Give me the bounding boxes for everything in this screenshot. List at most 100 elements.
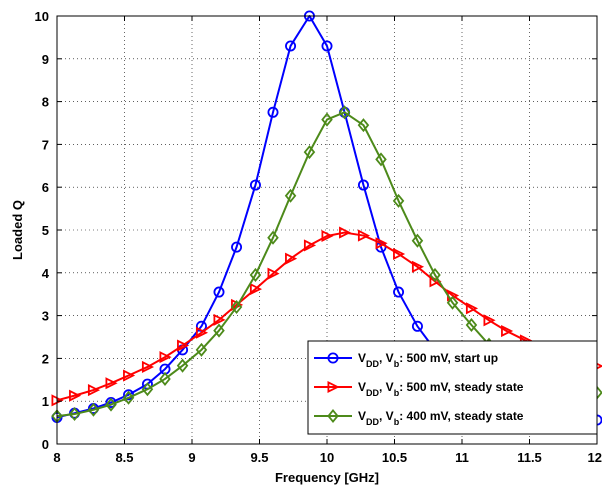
data-point-triangle (123, 369, 136, 382)
data-point-diamond (87, 402, 100, 417)
data-point-diamond (159, 371, 171, 386)
legend-subscript: b (394, 388, 400, 398)
data-point-diamond (446, 295, 459, 310)
data-point-diamond (327, 408, 339, 424)
data-point-diamond (122, 390, 135, 405)
legend-item: VDD, Vb: 400 mV, steady state (314, 408, 524, 427)
data-point-triangle (69, 389, 82, 402)
data-point-circle (357, 179, 369, 191)
y-tick-label: 0 (42, 437, 49, 452)
data-point-triangle (105, 377, 118, 390)
data-point-diamond (267, 230, 279, 245)
data-point-diamond (68, 407, 81, 422)
legend-text: , V (379, 380, 394, 394)
x-tick-label: 8 (53, 450, 60, 465)
data-point-diamond (411, 233, 424, 248)
data-point-triangle (249, 283, 263, 296)
data-point-circle (231, 241, 243, 253)
legend-item: VDD, Vb: 500 mV, steady state (314, 380, 524, 398)
legend-text: : 500 mV, start up (399, 351, 498, 365)
data-point-triangle (195, 326, 209, 339)
legend-subscript: b (394, 359, 400, 369)
data-point-circle (393, 286, 405, 298)
data-point-triangle (411, 260, 425, 273)
data-point-triangle (321, 229, 334, 243)
y-tick-label: 3 (42, 309, 49, 324)
data-point-triangle (213, 313, 226, 326)
data-point-triangle (357, 229, 371, 242)
data-point-triangle (87, 384, 101, 397)
legend-text: : 400 mV, steady state (399, 409, 524, 423)
data-point-diamond (429, 267, 441, 282)
data-point-diamond (105, 397, 117, 412)
data-point-circle (285, 40, 297, 52)
legend-subscript: DD (366, 359, 379, 369)
data-point-circle (267, 106, 279, 118)
data-point-triangle (465, 302, 479, 315)
legend-label: VDD, Vb: 500 mV, start up (358, 351, 498, 369)
x-tick-label: 11.5 (517, 450, 542, 465)
x-tick-label: 10 (320, 450, 334, 465)
data-point-triangle (327, 380, 340, 394)
data-point-diamond (357, 118, 370, 133)
data-point-diamond (303, 145, 316, 160)
y-tick-label: 1 (42, 394, 49, 409)
legend-text: V (358, 380, 366, 394)
data-point-triangle (339, 226, 352, 239)
y-axis-label: Loaded Q (10, 200, 25, 260)
data-point-triangle (429, 275, 442, 288)
series-line (56, 231, 598, 402)
y-tick-label: 8 (42, 95, 49, 110)
data-point-circle (213, 286, 225, 298)
legend-text: V (358, 409, 366, 423)
data-point-diamond (284, 188, 297, 203)
legend-box (307, 340, 598, 435)
data-point-triangle (159, 351, 172, 364)
y-tick-label: 9 (42, 52, 49, 67)
data-point-circle (327, 352, 339, 364)
data-point-triangle (141, 360, 155, 374)
legend-text: , V (379, 409, 394, 423)
data-point-diamond (375, 152, 387, 167)
legend-text: V (358, 351, 366, 365)
y-tick-label: 10 (35, 9, 49, 24)
data-point-diamond (321, 112, 333, 127)
legend-text: : 500 mV, steady state (399, 380, 524, 394)
x-tick-label: 9.5 (250, 450, 268, 465)
data-point-triangle (483, 314, 496, 327)
y-tick-label: 2 (42, 351, 49, 366)
x-tick-label: 8.5 (115, 450, 133, 465)
data-point-triangle (177, 339, 190, 352)
y-tick-label: 7 (42, 137, 49, 152)
data-point-diamond (176, 358, 189, 373)
data-point-diamond (141, 382, 154, 397)
data-point-diamond (249, 267, 262, 282)
legend-subscript: DD (366, 388, 379, 398)
data-point-triangle (285, 252, 298, 265)
data-point-triangle (267, 267, 280, 280)
y-tick-label: 5 (42, 223, 49, 238)
x-tick-label: 10.5 (382, 450, 407, 465)
legend-subscript: DD (366, 417, 379, 427)
x-tick-label: 12 (588, 450, 602, 465)
y-tick-label: 4 (42, 266, 50, 281)
x-tick-label: 11 (455, 450, 469, 465)
x-tick-label: 9 (188, 450, 195, 465)
x-axis-label: Frequency [GHz] (275, 470, 379, 485)
data-point-circle (249, 179, 261, 191)
legend-text: , V (379, 351, 394, 365)
data-point-diamond (213, 323, 225, 338)
data-point-triangle (501, 324, 514, 338)
legend-label: VDD, Vb: 400 mV, steady state (358, 409, 524, 427)
data-point-diamond (230, 300, 243, 315)
y-tick-label: 6 (42, 180, 49, 195)
data-point-diamond (338, 105, 351, 120)
legend-label: VDD, Vb: 500 mV, steady state (358, 380, 524, 398)
data-point-circle (411, 320, 423, 332)
data-point-diamond (195, 342, 208, 357)
legend-subscript: b (394, 417, 400, 427)
data-point-circle (321, 40, 333, 52)
